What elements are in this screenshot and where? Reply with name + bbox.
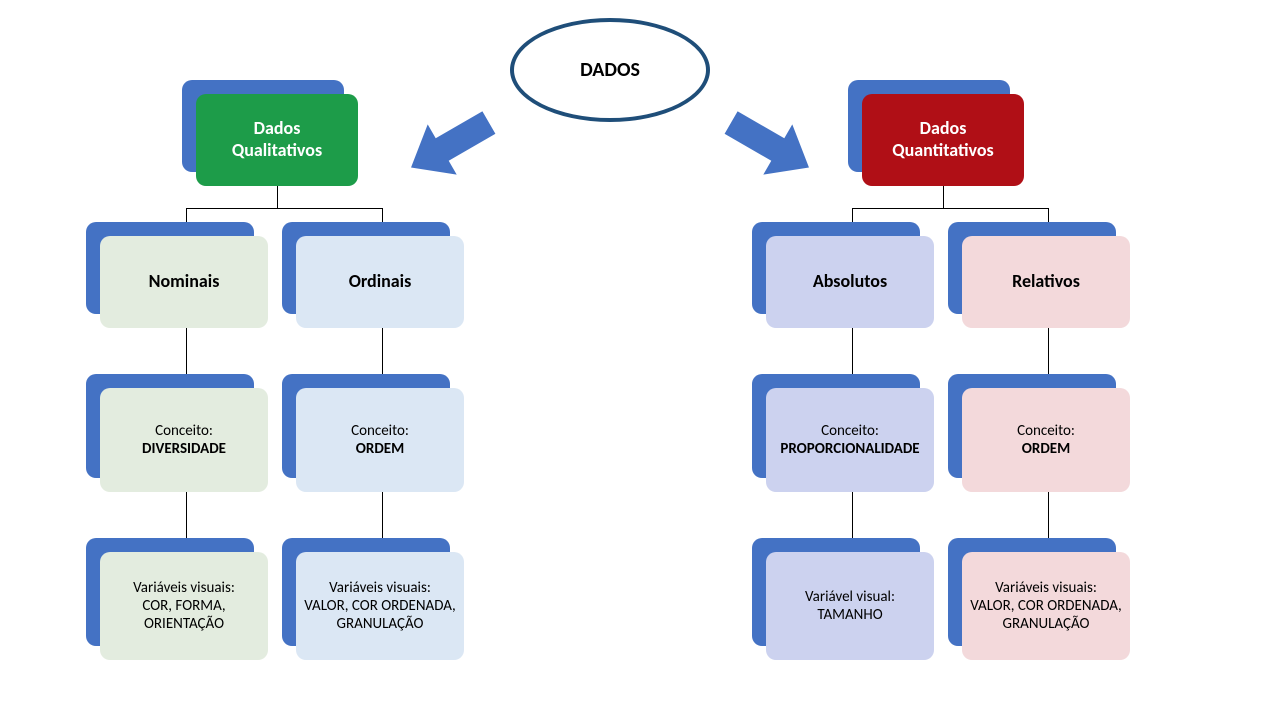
conn-nom-1 — [186, 328, 187, 374]
d2-ordinais-label: Variáveis visuais: — [329, 579, 431, 597]
d2-absolutos-value: TAMANHO — [817, 606, 882, 624]
title-qualitativos-card: Dados Qualitativos — [196, 94, 358, 186]
arrow-right — [714, 92, 827, 198]
d1-nominais-value: DIVERSIDADE — [142, 440, 226, 458]
title-quantitativos-line1: Dados — [920, 118, 967, 140]
d2-nominais-label: Variáveis visuais: — [133, 579, 235, 597]
d1-relativos-card: Conceito: ORDEM — [962, 388, 1130, 492]
conn-ord-2 — [382, 492, 383, 538]
d2-relativos-label: Variáveis visuais: — [995, 579, 1097, 597]
conn-rel-2 — [1048, 492, 1049, 538]
sub-ordinais-label: Ordinais — [349, 271, 412, 293]
conn-qual-v-nom — [186, 208, 187, 222]
d2-absolutos-label: Variável visual: — [805, 588, 895, 606]
conn-ord-1 — [382, 328, 383, 374]
d1-ordinais-value: ORDEM — [356, 440, 404, 458]
sub-absolutos-label: Absolutos — [813, 271, 887, 293]
sub-ordinais-card: Ordinais — [296, 236, 464, 328]
d1-absolutos-value: PROPORCIONALIDADE — [780, 440, 919, 458]
conn-abs-1 — [852, 328, 853, 374]
title-qualitativos-line2: Qualitativos — [232, 140, 322, 162]
d2-ordinais-card: Variáveis visuais: VALOR, COR ORDENADA, … — [296, 552, 464, 660]
conn-qual-v-ord — [382, 208, 383, 222]
title-qualitativos-line1: Dados — [254, 118, 301, 140]
d1-absolutos-card: Conceito: PROPORCIONALIDADE — [766, 388, 934, 492]
arrow-left — [394, 92, 507, 198]
d2-nominais-card: Variáveis visuais: COR, FORMA, ORIENTAÇÃ… — [100, 552, 268, 660]
conn-quant-vtop — [943, 186, 944, 208]
d2-relativos-card: Variáveis visuais: VALOR, COR ORDENADA, … — [962, 552, 1130, 660]
title-quantitativos-card: Dados Quantitativos — [862, 94, 1024, 186]
sub-relativos-label: Relativos — [1012, 271, 1080, 293]
conn-nom-2 — [186, 492, 187, 538]
d2-absolutos-card: Variável visual: TAMANHO — [766, 552, 934, 660]
d1-nominais-label: Conceito: — [155, 422, 213, 440]
d1-nominais-card: Conceito: DIVERSIDADE — [100, 388, 268, 492]
sub-nominais-label: Nominais — [149, 271, 220, 293]
d1-relativos-value: ORDEM — [1022, 440, 1070, 458]
conn-qual-vtop — [277, 186, 278, 208]
d2-nominais-value: COR, FORMA, ORIENTAÇÃO — [108, 597, 260, 633]
conn-quant-h — [852, 208, 1048, 209]
d2-relativos-value: VALOR, COR ORDENADA, GRANULAÇÃO — [970, 597, 1122, 633]
sub-absolutos-card: Absolutos — [766, 236, 934, 328]
title-quantitativos-line2: Quantitativos — [892, 140, 993, 162]
d1-absolutos-label: Conceito: — [821, 422, 879, 440]
sub-relativos-card: Relativos — [962, 236, 1130, 328]
root-label: DADOS — [580, 58, 640, 82]
sub-nominais-card: Nominais — [100, 236, 268, 328]
d1-ordinais-card: Conceito: ORDEM — [296, 388, 464, 492]
conn-rel-1 — [1048, 328, 1049, 374]
d2-ordinais-value: VALOR, COR ORDENADA, GRANULAÇÃO — [304, 597, 456, 633]
d1-ordinais-label: Conceito: — [351, 422, 409, 440]
root-node: DADOS — [510, 18, 710, 122]
conn-qual-h — [186, 208, 382, 209]
conn-quant-v-abs — [852, 208, 853, 222]
conn-abs-2 — [852, 492, 853, 538]
conn-quant-v-rel — [1048, 208, 1049, 222]
d1-relativos-label: Conceito: — [1017, 422, 1075, 440]
